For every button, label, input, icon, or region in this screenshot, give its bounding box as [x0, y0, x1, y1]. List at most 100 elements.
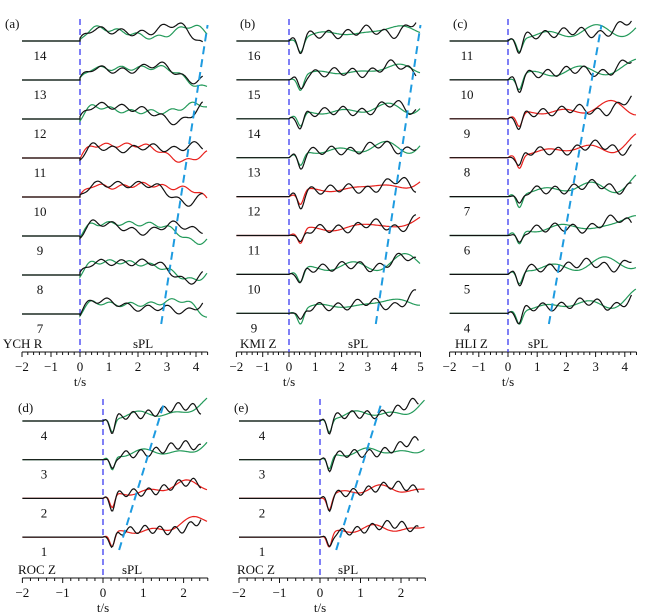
tick-label: −2: [15, 359, 29, 374]
panel-d: −2 −1 0 1 2 t/s (d) ROC Z sPL 4 3 2 1: [15, 397, 209, 615]
trace-number: 11: [34, 165, 47, 180]
x-axis-label: t/s: [502, 374, 514, 389]
synthetic-waveform: [449, 24, 637, 53]
synthetic-waveform: [22, 441, 208, 471]
observed-waveform: [236, 22, 417, 55]
trace-number: 12: [248, 204, 261, 219]
tick-label: −1: [44, 359, 58, 374]
tick-label: −1: [256, 359, 270, 374]
tick-label: 2: [180, 585, 187, 600]
synthetic-waveform: [449, 256, 637, 285]
phase-label: sPL: [338, 562, 358, 577]
x-axis-label: t/s: [74, 374, 86, 389]
trace-number: 4: [464, 320, 471, 335]
observed-waveform: [236, 140, 417, 170]
synthetic-waveform: [22, 479, 208, 509]
trace-number: 9: [37, 243, 44, 258]
synthetic-waveform: [236, 253, 421, 283]
tick-label: 1: [106, 359, 113, 374]
trace-number: 2: [259, 505, 266, 520]
synthetic-waveform: [236, 298, 420, 325]
station-label: ROC Z: [18, 562, 56, 577]
observed-waveform: [236, 59, 417, 90]
trace-number: 13: [34, 87, 47, 102]
tick-label: 1: [534, 359, 541, 374]
synthetic-waveform: [22, 298, 208, 318]
trace-number: 7: [37, 321, 44, 336]
synthetic-waveform: [449, 133, 637, 170]
trace-number: 9: [464, 126, 471, 141]
tick-label: 1: [357, 585, 364, 600]
observed-waveform: [449, 294, 633, 325]
panel-c: −2 −1 0 1 2 3 4 t/s (c) HLI Z sPL 11 10 9 8 7 6 5 4: [443, 16, 637, 389]
observed-waveform: [449, 139, 632, 167]
tick-label: 4: [622, 359, 629, 374]
tick-label: 3: [365, 359, 372, 374]
tick-label: −2: [443, 359, 457, 374]
observed-waveform: [449, 178, 632, 204]
tick-label: 0: [317, 585, 324, 600]
tick-label: 1: [312, 359, 319, 374]
tick-label: 0: [505, 359, 512, 374]
synthetic-waveform: [449, 288, 637, 325]
station-label: HLI Z: [455, 336, 488, 351]
panel-label: (b): [240, 16, 255, 31]
trace-number: 8: [464, 165, 471, 180]
observed-waveform: [236, 99, 417, 130]
trace-number: 8: [37, 282, 44, 297]
trace-number: 7: [464, 204, 471, 219]
tick-label: 0: [100, 585, 107, 600]
trace-number: 10: [34, 204, 47, 219]
tick-label: 3: [592, 359, 599, 374]
observed-waveform: [22, 22, 204, 43]
synthetic-waveform: [236, 181, 421, 206]
synthetic-waveform: [236, 216, 421, 244]
trace-number: 12: [34, 126, 47, 141]
observed-waveform: [239, 435, 419, 473]
tick-label: −1: [472, 359, 486, 374]
phase-label: sPL: [133, 336, 153, 351]
phase-label: sPL: [348, 336, 368, 351]
observed-waveform: [22, 219, 203, 240]
observed-waveform: [22, 297, 204, 316]
observed-waveform: [236, 176, 417, 210]
spl-dashed-line: [374, 24, 422, 325]
tick-label: 0: [286, 359, 293, 374]
trace-number: 1: [41, 544, 48, 559]
observed-waveform: [236, 289, 417, 320]
observed-waveform: [449, 257, 632, 287]
synthetic-waveform: [22, 515, 208, 547]
observed-waveform: [22, 519, 202, 549]
synthetic-waveform: [236, 63, 421, 91]
trace-number: 4: [259, 428, 266, 443]
station-label: ROC Z: [237, 562, 275, 577]
tick-label: 2: [338, 359, 345, 374]
observed-waveform: [22, 61, 204, 85]
observed-waveform: [236, 214, 417, 243]
panel-e: −2 −1 0 1 2 t/s (e) ROC Z sPL 4 3 2 1: [232, 397, 426, 615]
observed-waveform: [22, 401, 202, 434]
tick-label: −1: [56, 585, 70, 600]
panel-label: (c): [453, 16, 467, 31]
synthetic-waveform: [22, 142, 208, 163]
synthetic-waveform: [449, 215, 636, 245]
trace-number: 2: [41, 505, 48, 520]
synthetic-waveform: [22, 181, 208, 199]
synthetic-waveform: [22, 64, 208, 87]
x-axis-label: t/s: [314, 600, 326, 615]
observed-waveform: [449, 214, 633, 243]
panel-label: (d): [18, 400, 33, 415]
phase-label: sPL: [528, 336, 548, 351]
spl-dashed-line: [160, 24, 209, 325]
tick-label: −2: [229, 359, 243, 374]
synthetic-waveform: [449, 99, 636, 128]
observed-waveform: [22, 101, 204, 126]
observed-waveform: [239, 519, 419, 548]
observed-waveform: [22, 258, 204, 285]
tick-label: 2: [135, 359, 142, 374]
synthetic-waveform: [236, 102, 421, 127]
panel-label: (e): [234, 400, 248, 415]
observed-waveform: [449, 59, 632, 94]
